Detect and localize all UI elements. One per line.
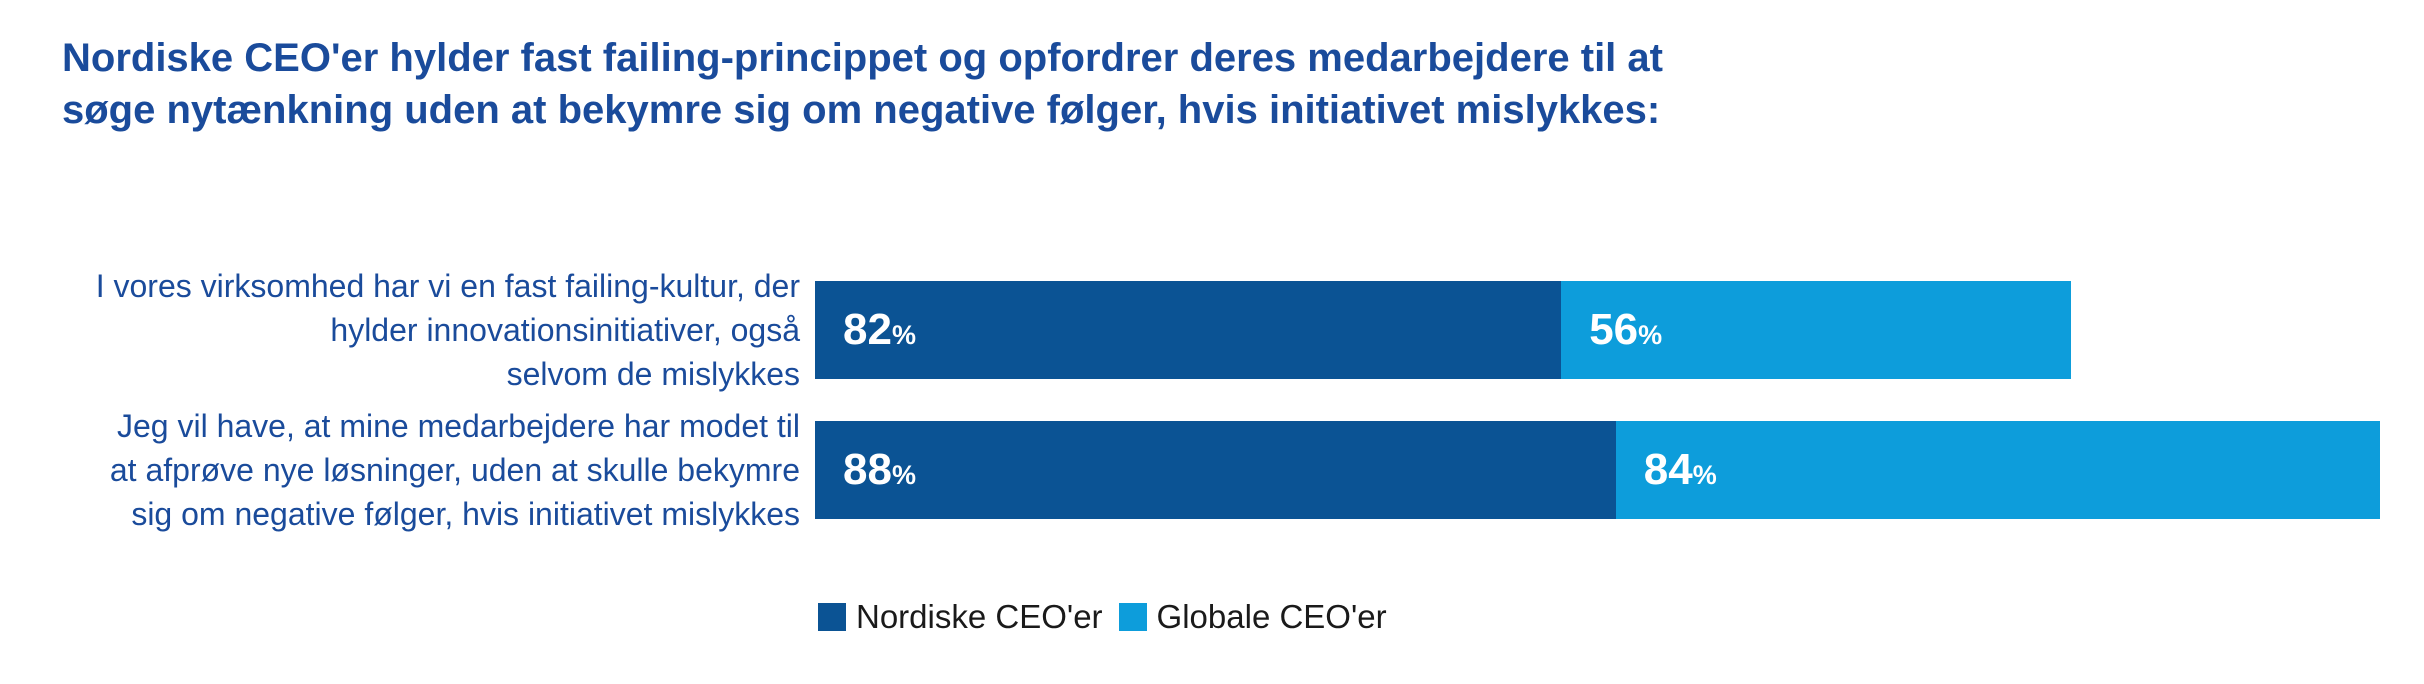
bar-segment-global-1: 56% [1561,281,2071,379]
bar-segment-nordic-1: 82% [815,281,1562,379]
bar-segment-global-2: 84% [1615,421,2381,519]
bar-rows: I vores virksomhed har vi en fast failin… [0,268,2424,561]
bar-row-2: Jeg vil have, at mine medarbejdere har m… [0,408,2424,532]
legend-label-global: Globale CEO'er [1156,598,1387,635]
legend-item-global: Globale CEO'er [1118,598,1387,636]
value-label: 88% [843,445,916,494]
legend-swatch-global [1118,603,1147,631]
stacked-bar-1: 82% 56% [815,281,2071,379]
legend-label-nordic: Nordiske CEO'er [856,598,1103,635]
category-label-1: I vores virksomhed har vi en fast failin… [95,268,800,392]
value-label: 82% [843,305,916,354]
chart-title: Nordiske CEO'er hylder fast failing-prin… [62,36,1663,132]
bar-segment-nordic-2: 88% [815,421,1616,519]
value-label: 56% [1589,305,1663,354]
legend: Nordiske CEO'er Globale CEO'er [818,598,1403,636]
legend-swatch-nordic [818,603,846,631]
stacked-bar-2: 88% 84% [815,421,2381,519]
category-label-2: Jeg vil have, at mine medarbejdere har m… [109,408,800,532]
bar-row-1: I vores virksomhed har vi en fast failin… [0,268,2424,392]
value-label: 84% [1643,445,1717,494]
legend-item-nordic: Nordiske CEO'er [818,598,1103,636]
